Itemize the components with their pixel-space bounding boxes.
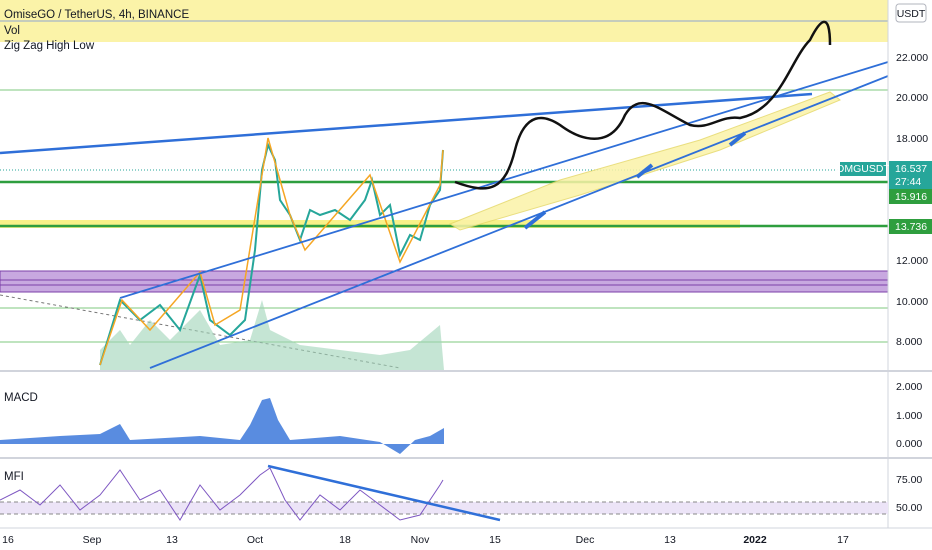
time-label: 13 (166, 534, 178, 546)
time-label: 2022 (743, 534, 767, 546)
purple-zone (0, 270, 889, 293)
level-tag (889, 219, 932, 234)
macd-histogram (0, 398, 444, 454)
arrow-marks (523, 131, 747, 230)
level-label: 15.916 (895, 191, 927, 203)
macd-title: MACD (4, 392, 38, 404)
price-label: 12.000 (896, 255, 928, 267)
currency-button[interactable] (895, 3, 927, 23)
price-label: 22.000 (896, 52, 928, 64)
time-label: 13 (664, 534, 676, 546)
level-label: 13.736 (895, 221, 927, 233)
indicator-label: Vol (4, 25, 20, 37)
mfi-label: 50.00 (896, 502, 922, 514)
zigzag (99, 137, 444, 366)
level-tag (889, 189, 932, 204)
projection-band (448, 91, 841, 231)
trend-line (267, 464, 501, 522)
time-label: Nov (411, 534, 430, 546)
mfi-label: 75.00 (896, 474, 922, 486)
macd-label: 1.000 (896, 410, 922, 422)
macd-label: 0.000 (896, 438, 922, 450)
currency[interactable]: USDT (897, 8, 926, 20)
indicator-label: Zig Zag High Low (4, 40, 95, 52)
symbol-label: OMGUSDT (836, 163, 890, 175)
projection-drawing (454, 20, 832, 190)
time-label: 17 (837, 534, 849, 546)
trend-line (119, 61, 889, 299)
time-label: 16 (2, 534, 14, 546)
time-label: Sep (83, 534, 102, 546)
time-label: 18 (339, 534, 351, 546)
symbol-tag (840, 162, 886, 176)
current-price: 16.537 (895, 163, 927, 175)
price-label: 18.000 (896, 133, 928, 145)
price-label: 20.000 (896, 92, 928, 104)
time-label: Dec (576, 534, 595, 546)
time-label: Oct (247, 534, 263, 546)
volume (100, 300, 444, 370)
macd-label: 2.000 (896, 381, 922, 393)
price-label: 8.000 (896, 336, 922, 348)
mfi-title: MFI (4, 471, 24, 483)
price-label: 10.000 (896, 296, 928, 308)
time-label: 15 (489, 534, 501, 546)
price-tag (889, 161, 932, 189)
trend-line (149, 75, 889, 369)
mfi-line (0, 467, 444, 521)
chart-title: OmiseGO / TetherUS, 4h, BINANCE (4, 9, 189, 21)
price-axis (888, 0, 932, 528)
trend-line (0, 92, 813, 155)
countdown: 27:44 (895, 176, 921, 188)
yellow-zone (0, 220, 740, 228)
